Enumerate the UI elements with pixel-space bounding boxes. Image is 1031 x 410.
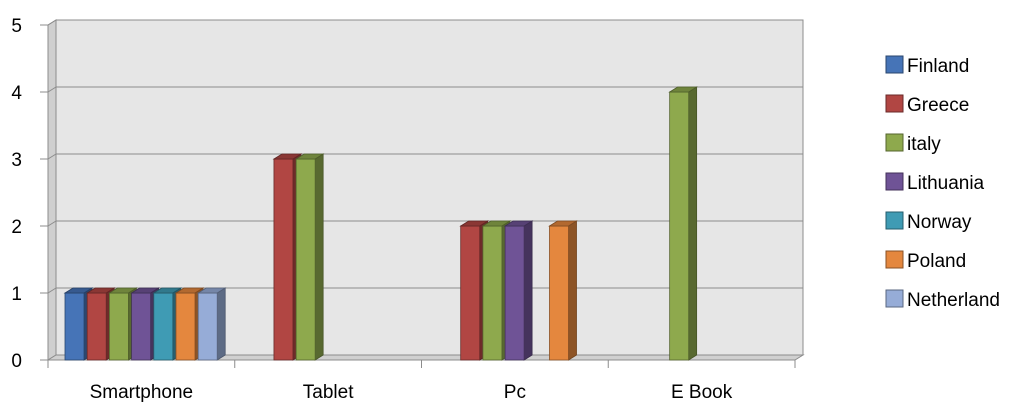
bar-top [85,287,116,294]
bar [294,153,325,361]
legend-swatch [885,55,904,74]
bar-top [174,287,205,294]
bar-front [549,225,569,361]
bar-front [669,91,690,361]
legend-swatch [885,289,904,308]
x-tick-label: E Book [671,382,733,403]
bar [548,220,578,361]
bar-front [197,292,218,361]
bar-top [63,287,94,294]
legend-item: Finland [885,55,969,77]
bar-top [272,153,303,160]
side-wall [47,19,57,361]
y-tick-labels: 0 1 2 3 4 5 [11,16,22,372]
bars [63,86,699,361]
bar-front [153,292,174,361]
legend-label: Poland [907,251,966,272]
legend-label: Norway [907,212,972,233]
legend: Finland Greece italy Lithuania Norway Poland N… [885,55,1000,311]
bar-front [131,292,152,361]
legend-item: Greece [885,94,969,116]
bar-front [64,292,85,361]
bar-top [152,287,183,294]
bar [668,86,699,361]
legend-item: Lithuania [885,172,985,194]
legend-swatch [885,250,904,269]
x-tick-label: Pc [504,382,526,403]
legend-label: Lithuania [907,173,985,194]
bar [196,287,227,361]
legend-item: Netherland [885,289,1000,311]
x-tick-label: Tablet [303,382,354,403]
y-tick-label: 1 [11,284,22,305]
legend-item: italy [885,133,941,155]
bar-top [108,287,138,294]
legend-item: Norway [885,211,972,233]
bar-top [481,220,512,227]
bar-top [294,153,325,160]
y-tick-label: 4 [11,83,22,104]
y-tick-label: 0 [11,351,22,372]
bar-front [460,225,481,361]
bar-top [130,287,160,294]
bar-side [216,287,226,361]
legend-swatch [885,133,904,152]
bar-side [314,153,324,361]
bar-front [273,158,294,361]
y-tick-label: 5 [11,16,22,37]
bar-front [295,158,316,361]
bar-top [503,220,534,227]
bar-front [504,225,525,361]
bar-side [523,220,533,361]
gridline-side [47,287,57,294]
legend-label: italy [907,134,941,155]
y-tick-label: 3 [11,150,22,171]
bar [503,220,534,361]
legend-item: Poland [885,250,966,272]
bar-front [482,225,503,361]
x-tick-label: Smartphone [90,382,194,403]
gridline-side [47,153,57,160]
legend-swatch [885,94,904,113]
legend-swatch [885,172,904,191]
bar-side [568,220,577,361]
bar-top [548,220,578,227]
gridline-side [47,220,57,227]
legend-label: Netherland [907,290,1000,311]
legend-label: Greece [907,95,969,116]
x-tick-labels: Smartphone Tablet Pc E Book [90,382,733,403]
bar-top [668,86,699,93]
gridline-side [47,19,57,26]
bar-front [86,292,107,361]
y-tick-label: 2 [11,217,22,238]
bar-front [175,292,196,361]
bar-side [688,86,698,361]
bar-top [459,220,490,227]
bar-front [109,292,129,361]
bar-top [196,287,227,294]
legend-swatch [885,211,904,230]
legend-label: Finland [907,56,969,77]
gridline-side [47,86,57,93]
